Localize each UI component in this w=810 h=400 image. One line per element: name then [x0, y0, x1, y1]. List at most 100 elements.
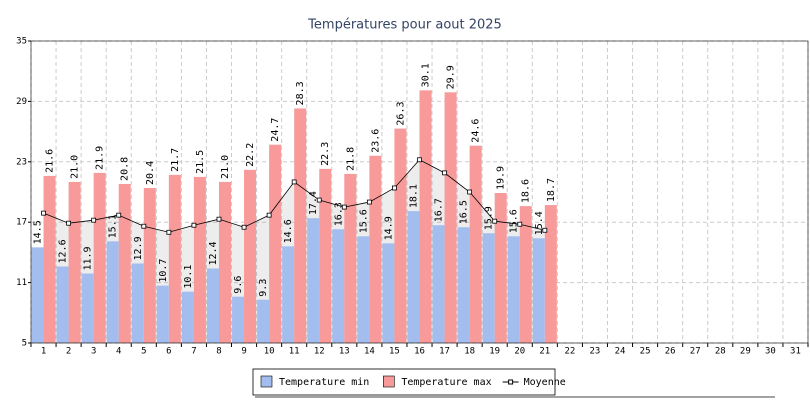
data-label: 22.2 — [245, 143, 256, 167]
data-label: 22.3 — [320, 142, 331, 166]
average-point — [41, 210, 46, 216]
y-tick-label: 35 — [16, 37, 27, 47]
bar — [444, 92, 457, 343]
x-tick-label: 24 — [615, 347, 626, 357]
data-label: 14.6 — [283, 219, 294, 243]
chart-title: Températures pour aout 2025 — [307, 18, 502, 33]
data-label: 19.9 — [496, 166, 507, 190]
x-tick-label: 8 — [216, 347, 221, 357]
data-label: 18.1 — [409, 184, 420, 208]
bar — [68, 181, 81, 343]
x-tick-label: 26 — [665, 347, 676, 357]
x-tick-label: 20 — [514, 347, 525, 357]
bar — [482, 233, 495, 343]
x-tick-label: 12 — [314, 347, 325, 357]
x-tick-label: 23 — [590, 347, 601, 357]
data-label: 24.7 — [270, 118, 281, 142]
legend-label: Temperature min — [279, 377, 369, 388]
average-point — [191, 222, 197, 228]
bar — [118, 183, 131, 343]
bar — [56, 266, 69, 343]
average-point — [241, 224, 247, 230]
x-tick-label: 28 — [715, 347, 726, 357]
bar — [43, 175, 56, 343]
bar — [156, 285, 169, 343]
x-tick-label: 29 — [740, 347, 751, 357]
data-label: 12.9 — [133, 236, 144, 260]
x-tick-label: 7 — [191, 347, 196, 357]
average-point — [291, 179, 297, 185]
data-label: 21.5 — [195, 150, 206, 174]
data-label: 26.3 — [395, 101, 406, 125]
x-tick-label: 16 — [414, 347, 425, 357]
y-tick-label: 29 — [16, 97, 27, 107]
data-label: 21.7 — [170, 148, 181, 172]
bar — [319, 168, 332, 343]
average-point — [517, 221, 523, 227]
average-point — [141, 223, 147, 229]
legend-label: Moyenne — [524, 377, 566, 388]
x-tick-label: 1 — [41, 347, 46, 357]
bar — [457, 227, 470, 343]
bar — [131, 263, 144, 343]
average-point — [467, 189, 473, 195]
data-label: 12.4 — [208, 241, 219, 265]
data-label: 15.4 — [534, 211, 545, 235]
x-tick-label: 27 — [690, 347, 701, 357]
bar — [218, 181, 231, 343]
bar — [93, 172, 106, 343]
average-point — [166, 229, 172, 235]
average-point — [542, 227, 548, 233]
data-label: 15.1 — [108, 214, 119, 238]
data-label: 17.4 — [308, 191, 319, 215]
data-label: 9.3 — [258, 279, 269, 297]
data-label: 10.1 — [183, 265, 194, 289]
data-label: 16.7 — [434, 198, 445, 222]
x-tick-label: 21 — [539, 347, 550, 357]
bar — [232, 296, 245, 343]
legend-label: Temperature max — [401, 377, 491, 388]
legend: Temperature min Temperature max Moyenne — [252, 368, 775, 398]
bar — [269, 144, 282, 343]
bar — [369, 155, 382, 343]
data-label: 9.6 — [233, 276, 244, 294]
bar — [382, 243, 395, 343]
average-point — [366, 199, 372, 205]
data-label: 29.9 — [446, 65, 457, 89]
bar — [143, 187, 156, 343]
y-tick-label: 11 — [16, 278, 27, 288]
average-point — [392, 185, 397, 191]
data-label: 16.3 — [333, 202, 344, 226]
data-label: 21.8 — [345, 147, 356, 171]
x-tick-label: 15 — [389, 347, 400, 357]
data-label: 11.9 — [83, 246, 94, 270]
bar — [394, 128, 407, 343]
data-label: 20.4 — [145, 161, 156, 185]
average-point — [316, 197, 322, 203]
x-tick-label: 30 — [765, 347, 776, 357]
bar — [332, 229, 345, 343]
bar — [519, 206, 532, 343]
bar — [544, 205, 557, 343]
bar — [419, 90, 432, 344]
data-label: 18.6 — [521, 179, 532, 203]
bar — [344, 173, 357, 343]
data-label: 30.1 — [421, 63, 432, 87]
x-tick-label: 19 — [489, 347, 500, 357]
x-tick-label: 13 — [339, 347, 350, 357]
data-label: 24.6 — [471, 119, 482, 143]
data-label: 20.8 — [120, 157, 131, 181]
average-point — [91, 217, 97, 223]
bar — [193, 176, 206, 343]
y-tick-label: 17 — [16, 218, 27, 228]
x-tick-label: 22 — [564, 347, 575, 357]
x-tick-label: 11 — [289, 347, 300, 357]
data-label: 15.9 — [484, 206, 495, 230]
x-tick-label: 2 — [66, 347, 71, 357]
average-point — [442, 170, 447, 176]
x-tick-label: 31 — [790, 347, 801, 357]
data-label: 23.6 — [370, 129, 381, 153]
y-tick-label: 23 — [16, 157, 27, 167]
bar — [168, 174, 181, 343]
data-label: 21.0 — [70, 155, 81, 179]
